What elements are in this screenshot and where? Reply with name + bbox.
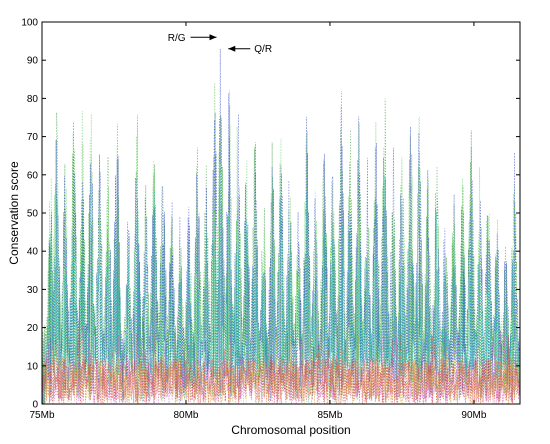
x-axis-title: Chromosomal position — [231, 423, 350, 437]
arrow-head — [228, 45, 236, 52]
y-tick-label: 20 — [27, 323, 39, 334]
arrow-head — [209, 34, 217, 41]
axes: 0 10 20 30 40 50 60 70 80 90 100 75Mb 80Mb 85Mb 90Mb — [21, 18, 520, 421]
x-tick-label: 85Mb — [317, 410, 342, 421]
annotation-label: Q/R — [254, 44, 272, 55]
annotation-r-g: R/G — [168, 33, 217, 44]
y-tick-label: 90 — [27, 56, 39, 67]
y-tick-label: 70 — [27, 132, 39, 143]
x-tick-label: 80Mb — [173, 410, 198, 421]
y-tick-label: 50 — [27, 209, 39, 220]
y-tick-label: 30 — [27, 285, 39, 296]
series-line-2 — [42, 82, 520, 404]
x-tick-label: 75Mb — [29, 410, 54, 421]
y-tick-label: 0 — [32, 400, 38, 411]
x-tick-label: 90Mb — [461, 410, 486, 421]
annotation-q-r: Q/R — [228, 44, 272, 55]
annotation-label: R/G — [168, 33, 186, 44]
y-tick-label: 80 — [27, 94, 39, 105]
annotations: R/G Q/R — [168, 33, 272, 55]
y-tick-label: 10 — [27, 361, 39, 372]
y-tick-label: 100 — [21, 18, 38, 29]
series-line-6 — [42, 321, 520, 404]
plot-area-group — [42, 48, 520, 404]
y-tick-label: 40 — [27, 247, 39, 258]
y-tick-label: 60 — [27, 170, 39, 181]
y-axis-title: Conservation score — [7, 161, 21, 265]
series-line-3 — [42, 48, 520, 404]
